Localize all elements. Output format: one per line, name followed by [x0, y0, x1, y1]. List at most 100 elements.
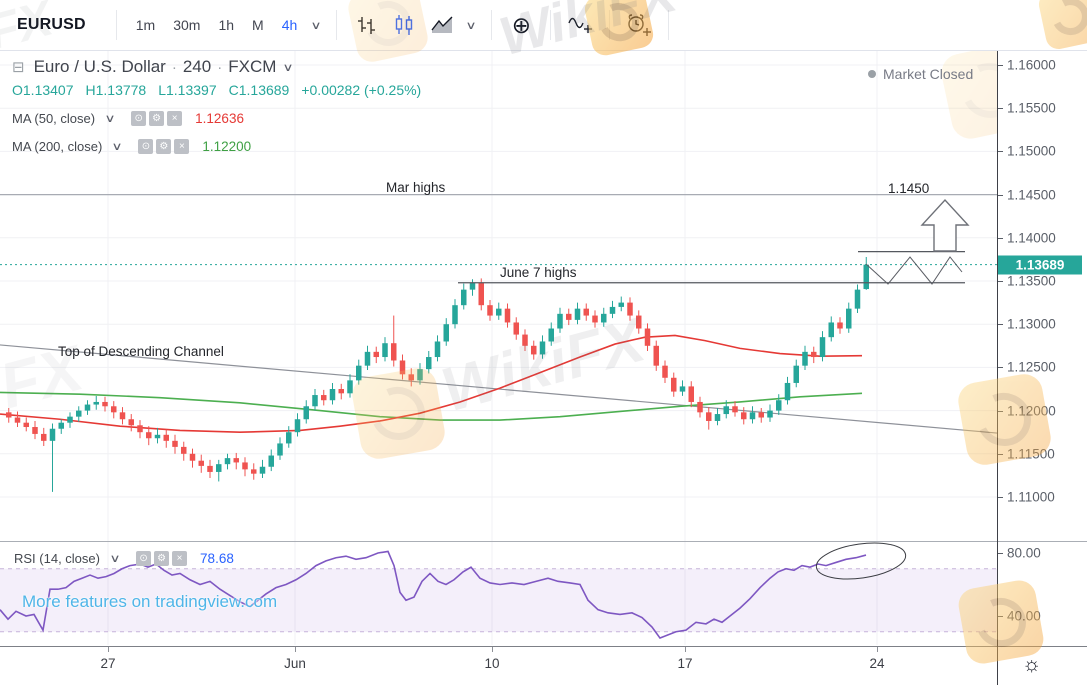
candle[interactable] — [592, 315, 598, 323]
timeframe-4h-button[interactable]: 4h — [281, 17, 298, 33]
candle[interactable] — [102, 401, 108, 407]
compare-add-icon[interactable]: ⊕ — [511, 11, 532, 38]
chevron-down-icon[interactable]: ∨ — [109, 553, 121, 565]
candle[interactable] — [364, 351, 371, 366]
remove-icon[interactable]: × — [174, 139, 190, 154]
candle[interactable] — [347, 380, 353, 394]
candle[interactable] — [662, 365, 668, 378]
candle[interactable] — [767, 410, 773, 418]
candle[interactable] — [233, 458, 240, 463]
candle[interactable] — [251, 469, 257, 474]
candle[interactable] — [618, 302, 625, 307]
candle[interactable] — [574, 308, 581, 320]
candle[interactable] — [714, 414, 721, 421]
candle[interactable] — [198, 460, 205, 466]
candle[interactable] — [58, 422, 65, 429]
candle[interactable] — [399, 360, 406, 375]
candle[interactable] — [793, 365, 800, 383]
candle[interactable] — [741, 412, 747, 420]
candle[interactable] — [452, 305, 458, 325]
candle[interactable] — [207, 465, 213, 472]
candle[interactable] — [776, 400, 782, 411]
current-price-badge[interactable]: 1.13689 — [998, 255, 1082, 275]
zigzag-drawing[interactable] — [865, 256, 963, 285]
candle[interactable] — [636, 315, 642, 329]
bars-style-icon[interactable] — [352, 11, 380, 39]
candle[interactable] — [609, 306, 616, 314]
candle[interactable] — [863, 264, 870, 290]
candle[interactable] — [548, 328, 555, 342]
candle[interactable] — [259, 466, 266, 474]
up-arrow-drawing[interactable] — [920, 198, 970, 252]
candle[interactable] — [163, 434, 170, 441]
candle[interactable] — [119, 412, 126, 420]
candle[interactable] — [601, 313, 607, 323]
theme-sun-icon[interactable]: ☼ — [1022, 653, 1042, 676]
candle[interactable] — [41, 433, 47, 441]
symbol-search-button[interactable]: EURUSD — [17, 16, 86, 33]
price-axis[interactable]: 1.16000 1.15500 1.15000 1.14500 1.14000 1.135… — [997, 50, 1087, 645]
candle[interactable] — [802, 351, 808, 366]
candle[interactable] — [522, 334, 528, 346]
chevron-down-icon[interactable]: ∨ — [282, 61, 295, 74]
timeframe-30m-button[interactable]: 30m — [173, 17, 201, 33]
candle[interactable] — [128, 419, 135, 426]
candle[interactable] — [408, 374, 415, 381]
candle[interactable] — [837, 322, 843, 329]
settings-gear-icon[interactable]: ⚙ — [154, 551, 170, 566]
candle[interactable] — [268, 455, 275, 467]
candle[interactable] — [356, 365, 362, 381]
candle[interactable] — [277, 443, 283, 456]
alert-add-icon[interactable] — [625, 11, 653, 39]
timeframe-1M-button[interactable]: M — [252, 17, 264, 33]
candle[interactable] — [811, 351, 817, 358]
candle[interactable] — [566, 313, 572, 320]
price-chart-canvas[interactable]: Mar highs June 7 highs Top of Descending C… — [0, 0, 997, 685]
candle[interactable] — [189, 453, 196, 461]
candle[interactable] — [504, 308, 511, 323]
candle[interactable] — [749, 412, 756, 420]
candle[interactable] — [303, 406, 310, 420]
remove-icon[interactable]: × — [172, 551, 188, 566]
candle[interactable] — [583, 308, 590, 316]
chevron-down-icon[interactable]: ∨ — [465, 19, 478, 32]
timeframe-1m-button[interactable]: 1m — [135, 17, 156, 33]
ma50-line[interactable] — [0, 334, 863, 434]
candle[interactable] — [6, 412, 12, 418]
candle[interactable] — [382, 343, 388, 358]
candle[interactable] — [137, 425, 143, 433]
indicators-icon[interactable] — [566, 11, 594, 39]
candle[interactable] — [644, 328, 651, 346]
candle[interactable] — [172, 440, 178, 447]
visibility-icon[interactable]: ⊙ — [131, 111, 147, 126]
candle[interactable] — [84, 404, 91, 411]
candle[interactable] — [286, 432, 292, 444]
candle[interactable] — [154, 434, 161, 439]
candle[interactable] — [426, 357, 432, 370]
candle[interactable] — [531, 345, 537, 355]
candle[interactable] — [373, 351, 380, 358]
candle[interactable] — [181, 446, 187, 454]
candle[interactable] — [242, 462, 248, 470]
chart-annotation[interactable]: June 7 highs — [500, 265, 577, 280]
candle[interactable] — [723, 406, 730, 415]
ma50-label[interactable]: MA (50, close) — [12, 111, 96, 126]
candle[interactable] — [828, 322, 835, 338]
candle[interactable] — [653, 345, 660, 366]
candle[interactable] — [461, 289, 467, 306]
candle[interactable] — [23, 422, 30, 428]
candle[interactable] — [513, 322, 520, 335]
candle[interactable] — [819, 337, 826, 358]
candle[interactable] — [557, 313, 563, 329]
ma200-label[interactable]: MA (200, close) — [12, 139, 103, 154]
chevron-down-icon[interactable]: ∨ — [104, 113, 116, 125]
tradingview-link[interactable]: More features on tradingview.com — [22, 592, 278, 611]
candle[interactable] — [854, 289, 861, 309]
candle[interactable] — [487, 305, 493, 316]
candle[interactable] — [49, 428, 56, 441]
time-axis[interactable]: ☼ 27 Jun 10 17 24 — [0, 646, 1087, 686]
timeframe-1h-button[interactable]: 1h — [218, 17, 235, 33]
settings-gear-icon[interactable]: ⚙ — [156, 139, 172, 154]
candle[interactable] — [732, 406, 738, 413]
candle[interactable] — [32, 427, 38, 434]
